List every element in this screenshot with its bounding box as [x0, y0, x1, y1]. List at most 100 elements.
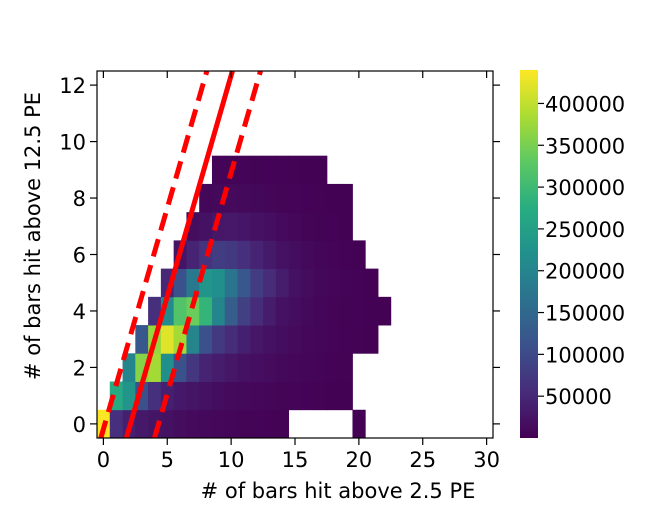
heatmap-cell [275, 325, 290, 354]
heatmap-cell [211, 240, 226, 270]
heatmap-cell [109, 409, 123, 439]
heatmap-cell [263, 296, 277, 326]
heatmap-cell [339, 183, 353, 213]
heatmap-cell [250, 296, 264, 326]
heatmap-cell [160, 325, 175, 354]
heatmap-cell [314, 381, 328, 411]
heatmap-cell [186, 409, 200, 439]
colorbar-tick-label: 100000 [545, 343, 625, 367]
heatmap-cell [365, 296, 379, 326]
heatmap-cell [339, 381, 353, 411]
heatmap-cell [263, 381, 277, 411]
heatmap-cell [237, 353, 251, 382]
heatmap-cell [237, 268, 251, 298]
x-tick-label: 30 [473, 448, 500, 472]
x-axis-ticks: 0 5 10 15 20 25 30 [97, 71, 500, 472]
heatmap-cell [148, 353, 162, 382]
heatmap-cell [237, 183, 251, 213]
heatmap-cell [211, 381, 226, 411]
heatmap-cell [199, 381, 213, 411]
heatmap-cell [186, 353, 200, 382]
fit-lines [98, 70, 263, 439]
heatmap-cell [186, 325, 200, 354]
heatmap-cell [314, 212, 328, 241]
heatmap-cell [275, 155, 290, 185]
heatmap-cell [263, 212, 277, 241]
heatmap-cell [339, 240, 353, 270]
heatmap-cell [237, 212, 251, 241]
colorbar-ticks: 50000 100000 150000 200000 250000 300000 35000… [538, 92, 625, 409]
heatmap-cell [378, 296, 392, 326]
x-tick-label: 10 [218, 448, 245, 472]
heatmap-cell [288, 296, 302, 326]
heatmap-cell [301, 212, 315, 241]
heatmap-cell [263, 183, 277, 213]
heatmap-cell [263, 240, 277, 270]
heatmap-cell [160, 409, 175, 439]
heatmap-cell [288, 268, 302, 298]
heatmap-cell [288, 183, 302, 213]
heatmap-cell [237, 296, 251, 326]
heatmap-cells [97, 155, 392, 439]
heatmap-cell [199, 212, 213, 241]
colorbar-tick-label: 250000 [545, 218, 625, 242]
y-tick-label: 2 [73, 356, 86, 380]
heatmap-cell [224, 381, 238, 411]
heatmap-cell [339, 296, 353, 326]
heatmap-cell [122, 381, 136, 411]
heatmap-cell [275, 240, 290, 270]
heatmap-cell [288, 240, 302, 270]
heatmap-cell [135, 409, 149, 439]
heatmap-cell [326, 353, 341, 382]
heatmap-cell [224, 212, 238, 241]
heatmap-cell [301, 296, 315, 326]
heatmap-cell [275, 381, 290, 411]
heatmap-cell [173, 409, 187, 439]
heatmap-cell [301, 353, 315, 382]
heatmap-cell [301, 325, 315, 354]
heatmap-cell [186, 268, 200, 298]
colorbar-tick-label: 150000 [545, 302, 625, 326]
heatmap-cell [224, 240, 238, 270]
x-tick-label: 15 [282, 448, 309, 472]
heatmap-cell [288, 212, 302, 241]
x-tick-label: 0 [97, 448, 110, 472]
heatmap-cell [173, 296, 187, 326]
heatmap-cell [173, 353, 187, 382]
heatmap-cell [250, 381, 264, 411]
x-tick-label: 20 [346, 448, 373, 472]
heatmap-cell [326, 325, 341, 354]
heatmap-cell [199, 409, 213, 439]
heatmap-cell [263, 409, 277, 439]
heatmap-cell [288, 381, 302, 411]
heatmap-cell [275, 409, 290, 439]
heatmap-cell [173, 268, 187, 298]
y-tick-label: 6 [73, 244, 86, 268]
x-tick-label: 5 [161, 448, 174, 472]
heatmap-cell [263, 268, 277, 298]
heatmap-cell [314, 268, 328, 298]
heatmap-cell [326, 240, 341, 270]
heatmap-cell [301, 268, 315, 298]
heatmap-cell [326, 183, 341, 213]
y-tick-label: 4 [73, 300, 86, 324]
heatmap-cell [211, 268, 226, 298]
heatmap-cell [250, 353, 264, 382]
y-tick-label: 8 [73, 187, 86, 211]
heatmap-cell [211, 325, 226, 354]
heatmap-cell [224, 353, 238, 382]
solid-fit-line [123, 70, 235, 439]
heatmap-cell [237, 155, 251, 185]
heatmap-cell [211, 183, 226, 213]
heatmap-cell [326, 212, 341, 241]
heatmap-cell [224, 268, 238, 298]
heatmap-cell [224, 296, 238, 326]
heatmap-cell [224, 409, 238, 439]
heatmap-cell [199, 353, 213, 382]
y-tick-label: 12 [59, 74, 86, 98]
heatmap-cell [314, 183, 328, 213]
heatmap-cell [352, 296, 366, 326]
heatmap-cell [250, 183, 264, 213]
heatmap-cell [250, 268, 264, 298]
